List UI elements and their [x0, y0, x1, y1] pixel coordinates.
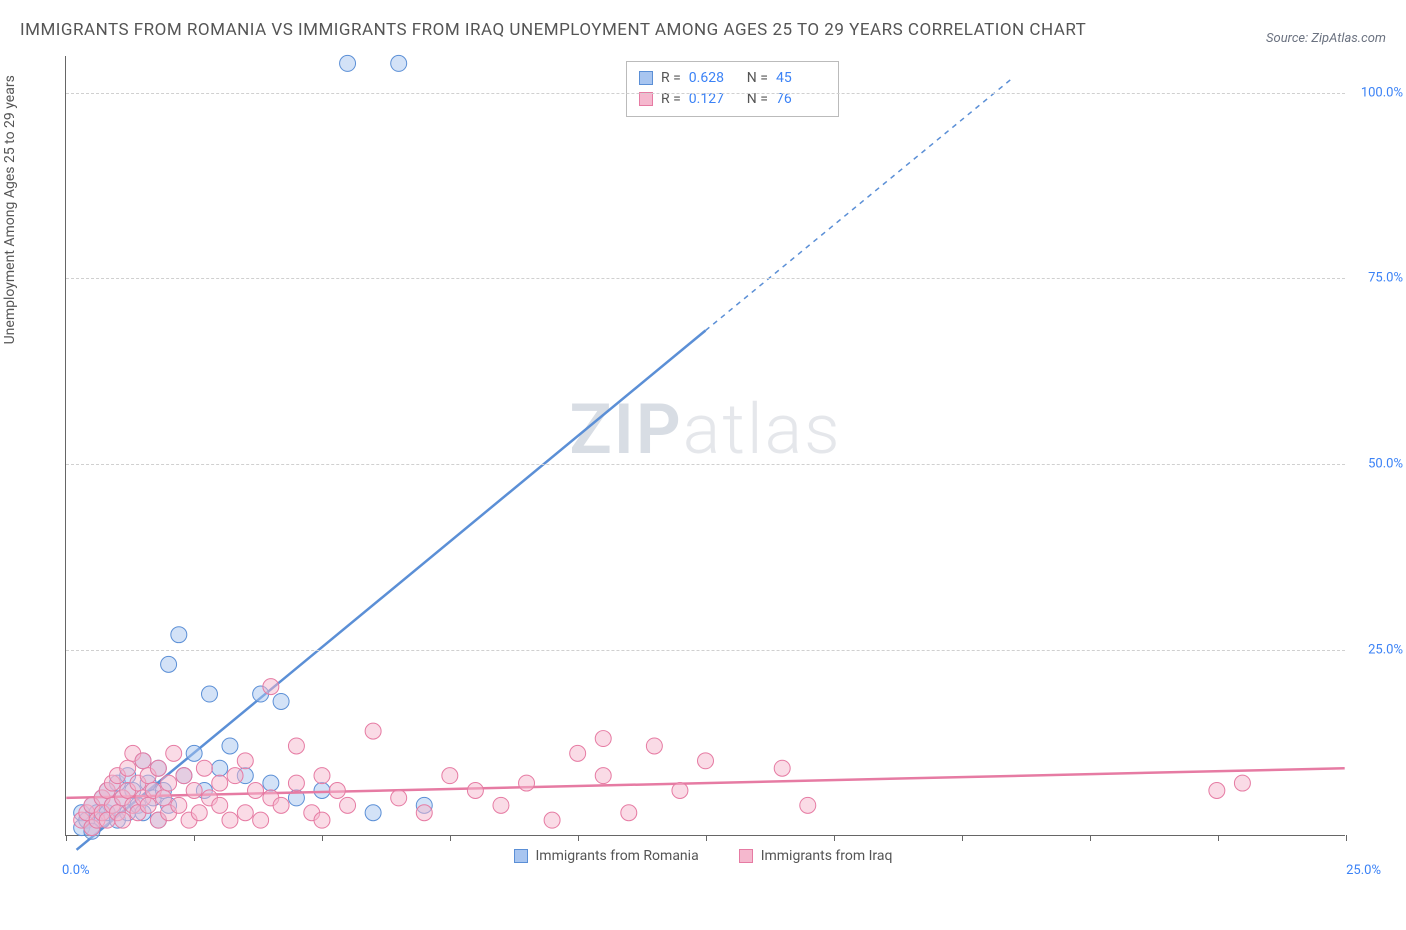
y-tick-label: 25.0%	[1368, 642, 1403, 657]
data-point	[186, 745, 202, 761]
x-tick	[1090, 835, 1091, 841]
data-point	[155, 790, 171, 806]
data-point	[222, 738, 238, 754]
data-point	[314, 782, 330, 798]
data-point	[202, 686, 218, 702]
data-point	[519, 775, 535, 791]
data-point	[222, 812, 238, 828]
data-point	[1209, 782, 1225, 798]
data-point	[1234, 775, 1250, 791]
data-point	[595, 730, 611, 746]
data-point	[212, 797, 228, 813]
source-attribution: Source: ZipAtlas.com	[1266, 31, 1386, 46]
gridline	[66, 278, 1345, 279]
x-tick	[450, 835, 451, 841]
data-point	[140, 797, 156, 813]
data-point	[698, 752, 714, 768]
stats-row-1: R = 0.628 N = 45	[639, 68, 826, 89]
y-tick-label: 50.0%	[1368, 457, 1403, 472]
data-point	[340, 797, 356, 813]
data-point	[120, 760, 136, 776]
data-point	[273, 797, 289, 813]
legend-item-2: Immigrants from Iraq	[739, 848, 893, 864]
chart-header: IMMIGRANTS FROM ROMANIA VS IMMIGRANTS FR…	[20, 15, 1386, 46]
data-point	[212, 760, 228, 776]
regression-line	[77, 330, 706, 849]
chart-container: Unemployment Among Ages 25 to 29 years Z…	[20, 56, 1386, 886]
data-point	[212, 775, 228, 791]
x-tick	[322, 835, 323, 841]
stats-box: R = 0.628 N = 45 R = 0.127 N = 76	[626, 61, 839, 117]
x-tick	[1218, 835, 1219, 841]
data-point	[288, 775, 304, 791]
data-point	[621, 804, 637, 820]
swatch-series-1	[639, 71, 653, 85]
data-point	[273, 693, 289, 709]
data-point	[570, 745, 586, 761]
swatch-series-2-legend	[739, 849, 753, 863]
data-point	[493, 797, 509, 813]
data-point	[263, 678, 279, 694]
data-point	[171, 626, 187, 642]
data-point	[135, 752, 151, 768]
data-point	[237, 804, 253, 820]
legend-item-1: Immigrants from Romania	[514, 848, 699, 864]
data-point	[196, 760, 212, 776]
data-point	[161, 775, 177, 791]
y-tick-label: 75.0%	[1368, 271, 1403, 286]
y-tick-label: 100.0%	[1361, 85, 1403, 100]
data-point	[227, 767, 243, 783]
data-point	[416, 804, 432, 820]
data-point	[467, 782, 483, 798]
x-tick	[578, 835, 579, 841]
data-point	[329, 782, 345, 798]
data-point	[248, 782, 264, 798]
data-point	[150, 760, 166, 776]
x-tick	[706, 835, 707, 841]
x-axis-origin-label: 0.0%	[62, 863, 90, 878]
data-point	[646, 738, 662, 754]
data-point	[314, 812, 330, 828]
data-point	[171, 797, 187, 813]
gridline	[66, 650, 1345, 651]
plot-area: ZIPatlas R = 0.628 N = 45 R = 0.127 N = …	[65, 56, 1345, 836]
y-axis-label: Unemployment Among Ages 25 to 29 years	[2, 75, 18, 344]
x-tick	[1346, 835, 1347, 841]
x-tick	[194, 835, 195, 841]
data-point	[288, 738, 304, 754]
data-point	[365, 804, 381, 820]
data-point	[237, 752, 253, 768]
x-tick	[66, 835, 67, 841]
data-point	[115, 812, 131, 828]
gridline	[66, 93, 1345, 94]
data-point	[391, 55, 407, 71]
data-point	[595, 767, 611, 783]
data-point	[176, 767, 192, 783]
data-point	[544, 812, 560, 828]
data-point	[314, 767, 330, 783]
plot-svg	[66, 56, 1345, 835]
data-point	[442, 767, 458, 783]
chart-title: IMMIGRANTS FROM ROMANIA VS IMMIGRANTS FR…	[20, 15, 1086, 46]
data-point	[166, 745, 182, 761]
data-point	[161, 656, 177, 672]
data-point	[263, 775, 279, 791]
x-axis-max-label: 25.0%	[1346, 863, 1381, 878]
swatch-series-1-legend	[514, 849, 528, 863]
data-point	[800, 797, 816, 813]
data-point	[365, 723, 381, 739]
data-point	[391, 790, 407, 806]
data-point	[672, 782, 688, 798]
data-point	[774, 760, 790, 776]
stats-row-2: R = 0.127 N = 76	[639, 89, 826, 110]
data-point	[340, 55, 356, 71]
gridline	[66, 464, 1345, 465]
data-point	[186, 782, 202, 798]
x-tick	[962, 835, 963, 841]
data-point	[253, 812, 269, 828]
data-point	[191, 804, 207, 820]
legend: Immigrants from Romania Immigrants from …	[20, 848, 1386, 864]
swatch-series-2	[639, 92, 653, 106]
x-tick	[834, 835, 835, 841]
